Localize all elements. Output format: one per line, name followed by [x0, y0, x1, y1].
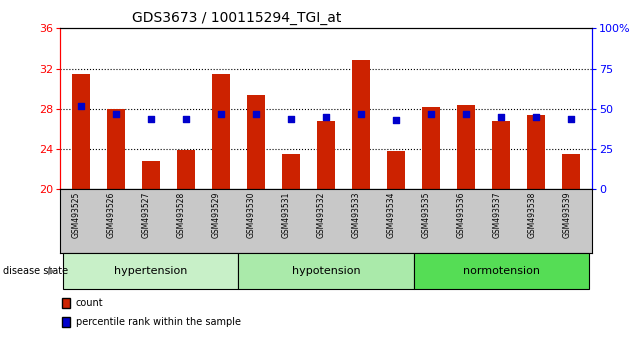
- Text: GSM493539: GSM493539: [562, 191, 571, 238]
- Text: normotension: normotension: [462, 266, 540, 276]
- Text: GSM493533: GSM493533: [352, 191, 361, 238]
- FancyBboxPatch shape: [239, 253, 413, 289]
- Text: GSM493534: GSM493534: [387, 191, 396, 238]
- Text: GDS3673 / 100115294_TGI_at: GDS3673 / 100115294_TGI_at: [132, 11, 341, 25]
- Bar: [352, 59, 370, 189]
- Text: GSM493532: GSM493532: [317, 191, 326, 238]
- Text: hypertension: hypertension: [114, 266, 188, 276]
- Text: GSM493528: GSM493528: [177, 191, 186, 238]
- Point: [111, 111, 121, 116]
- Point: [251, 111, 261, 116]
- Text: GSM493531: GSM493531: [282, 191, 291, 238]
- Text: count: count: [76, 298, 103, 308]
- FancyBboxPatch shape: [64, 253, 239, 289]
- Text: hypotension: hypotension: [292, 266, 360, 276]
- Bar: [318, 121, 335, 189]
- Point: [321, 114, 331, 120]
- Point: [426, 111, 436, 116]
- Text: GSM493526: GSM493526: [107, 191, 116, 238]
- Bar: [282, 154, 300, 189]
- Bar: [107, 109, 125, 189]
- Point: [146, 116, 156, 121]
- Text: ▶: ▶: [48, 266, 55, 276]
- Text: disease state: disease state: [3, 266, 68, 276]
- Text: GSM493538: GSM493538: [527, 191, 536, 238]
- Text: GSM493529: GSM493529: [212, 191, 221, 238]
- Text: GSM493527: GSM493527: [142, 191, 151, 238]
- Text: GSM493537: GSM493537: [492, 191, 501, 238]
- Point: [356, 111, 366, 116]
- Text: percentile rank within the sample: percentile rank within the sample: [76, 317, 241, 327]
- Bar: [212, 74, 230, 189]
- Text: GSM493536: GSM493536: [457, 191, 466, 238]
- Bar: [142, 161, 159, 189]
- Point: [531, 114, 541, 120]
- Point: [391, 117, 401, 123]
- FancyBboxPatch shape: [413, 253, 588, 289]
- Point: [461, 111, 471, 116]
- Bar: [493, 121, 510, 189]
- Bar: [247, 95, 265, 189]
- Point: [216, 111, 226, 116]
- Text: GSM493530: GSM493530: [247, 191, 256, 238]
- Bar: [563, 154, 580, 189]
- Bar: [387, 151, 405, 189]
- Bar: [527, 115, 545, 189]
- Point: [566, 116, 576, 121]
- Point: [286, 116, 296, 121]
- Bar: [72, 74, 89, 189]
- Bar: [177, 150, 195, 189]
- Point: [76, 103, 86, 108]
- Point: [496, 114, 506, 120]
- Bar: [422, 107, 440, 189]
- Bar: [457, 105, 475, 189]
- Text: GSM493535: GSM493535: [422, 191, 431, 238]
- Point: [181, 116, 191, 121]
- Text: GSM493525: GSM493525: [72, 191, 81, 238]
